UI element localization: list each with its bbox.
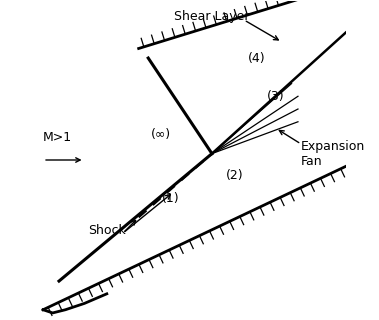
Text: Expansion
Fan: Expansion Fan (301, 140, 365, 168)
Text: (∞): (∞) (151, 128, 171, 141)
Text: M>1: M>1 (43, 131, 72, 144)
Text: (3): (3) (267, 90, 285, 103)
Text: (1): (1) (162, 192, 179, 205)
Text: Shear Layer: Shear Layer (174, 10, 250, 23)
Text: (4): (4) (248, 52, 265, 65)
Text: Shock: Shock (88, 224, 126, 236)
Text: (2): (2) (226, 169, 243, 182)
